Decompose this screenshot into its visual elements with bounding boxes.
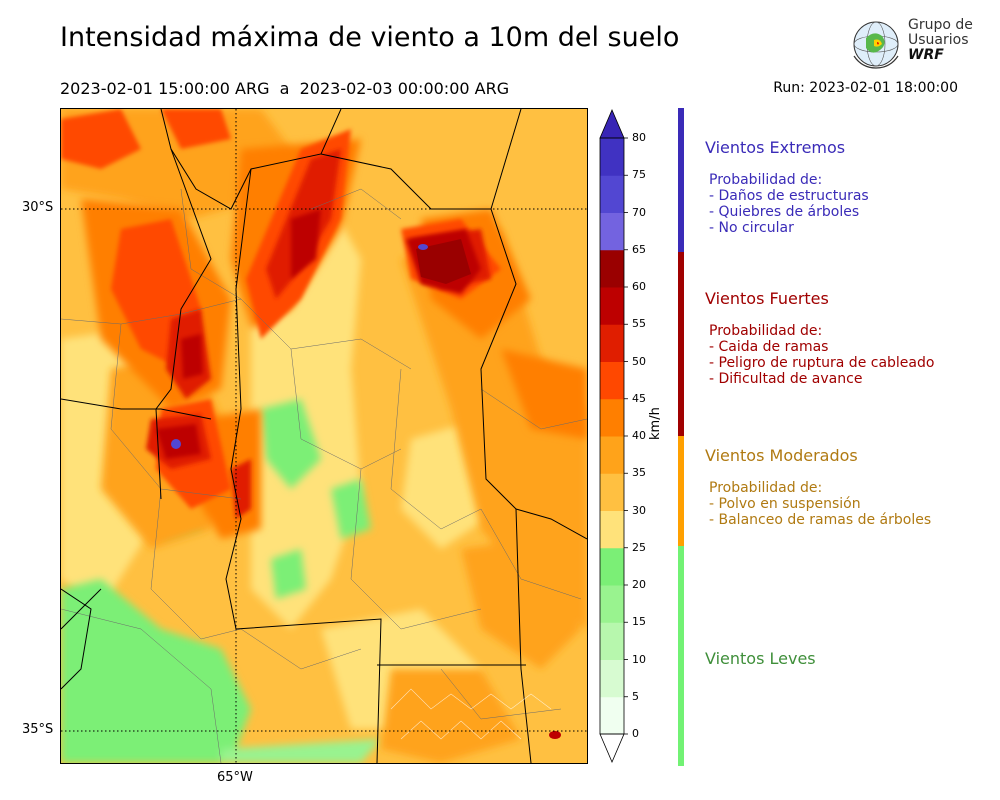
- colorbar-segment: [600, 510, 624, 549]
- colorbar-extend-top: [599, 108, 625, 139]
- colorbar-tick-label: 15: [632, 615, 646, 629]
- date-range: 2023-02-01 15:00:00 ARG a 2023-02-03 00:…: [60, 79, 510, 98]
- colorbar-extend-bottom: [599, 733, 625, 764]
- colorbar-unit: km/h: [648, 407, 663, 440]
- colorbar-scale: [599, 108, 628, 764]
- strong-title: Vientos Fuertes: [705, 289, 829, 308]
- colorbar-segment: [600, 212, 624, 251]
- wind-map: [60, 108, 588, 764]
- extreme-desc: Probabilidad de: - Daños de estructuras …: [709, 172, 869, 236]
- colorbar-segment: [600, 138, 624, 176]
- colorbar-tick-label: 80: [632, 131, 646, 144]
- colorbar-tick-label: 45: [632, 391, 646, 405]
- light-bar: [678, 546, 684, 766]
- colorbar-segment: [600, 249, 624, 288]
- colorbar-segment: [600, 585, 624, 623]
- chart-title: Intensidad máxima de viento a 10m del su…: [60, 22, 680, 53]
- wrf-logo: Grupo de Usuarios WRF: [848, 16, 978, 72]
- colorbar-tick-label: 35: [632, 466, 646, 480]
- colorbar-tick-label: 25: [632, 540, 646, 554]
- colorbar-segment: [600, 547, 624, 586]
- lon-label-65w: 65°W: [217, 770, 253, 785]
- colorbar-segment: [600, 659, 624, 698]
- strong-bar: [678, 252, 684, 436]
- colorbar-tick-label: 5: [632, 689, 639, 703]
- extreme-bar: [678, 108, 684, 252]
- moderate-bar: [678, 436, 684, 546]
- colorbar-tick-label: 70: [632, 205, 646, 219]
- colorbar-segment: [600, 398, 624, 437]
- colorbar-tick-label: 30: [632, 503, 646, 517]
- colorbar-tick-label: 50: [632, 354, 646, 368]
- lat-label-30s: 30°S: [22, 200, 54, 215]
- lat-label-35s: 35°S: [22, 722, 54, 737]
- colorbar-segment: [600, 622, 624, 660]
- colorbar-segment: [600, 175, 624, 213]
- colorbar-tick-label: 20: [632, 578, 646, 591]
- colorbar-segment: [600, 324, 624, 362]
- colorbar-tick-label: 55: [632, 317, 646, 331]
- colorbar-tick-label: 65: [632, 242, 646, 256]
- moderate-desc: Probabilidad de: - Polvo en suspensión -…: [709, 480, 932, 528]
- colorbar-tick-label: 0: [632, 727, 639, 740]
- extreme-title: Vientos Extremos: [705, 138, 846, 157]
- logo-text: Grupo de Usuarios WRF: [908, 17, 973, 63]
- globe-icon: [853, 21, 899, 69]
- strong-desc: Probabilidad de: - Caida de ramas - Peli…: [709, 323, 935, 387]
- colorbar-segment: [600, 473, 624, 511]
- colorbar: [598, 108, 658, 768]
- colorbar-segment: [600, 287, 624, 325]
- colorbar-segment: [600, 696, 624, 735]
- colorbar-tick-label: 75: [632, 168, 646, 182]
- colorbar-tick-label: 40: [632, 429, 646, 442]
- light-title: Vientos Leves: [705, 649, 816, 668]
- colorbar-tick-label: 10: [632, 652, 646, 666]
- run-label: Run: 2023-02-01 18:00:00: [773, 80, 958, 96]
- moderate-title: Vientos Moderados: [705, 446, 858, 465]
- colorbar-segment: [600, 436, 624, 474]
- colorbar-segment: [600, 361, 624, 400]
- colorbar-tick-label: 60: [632, 280, 646, 293]
- wind-field: [61, 109, 587, 763]
